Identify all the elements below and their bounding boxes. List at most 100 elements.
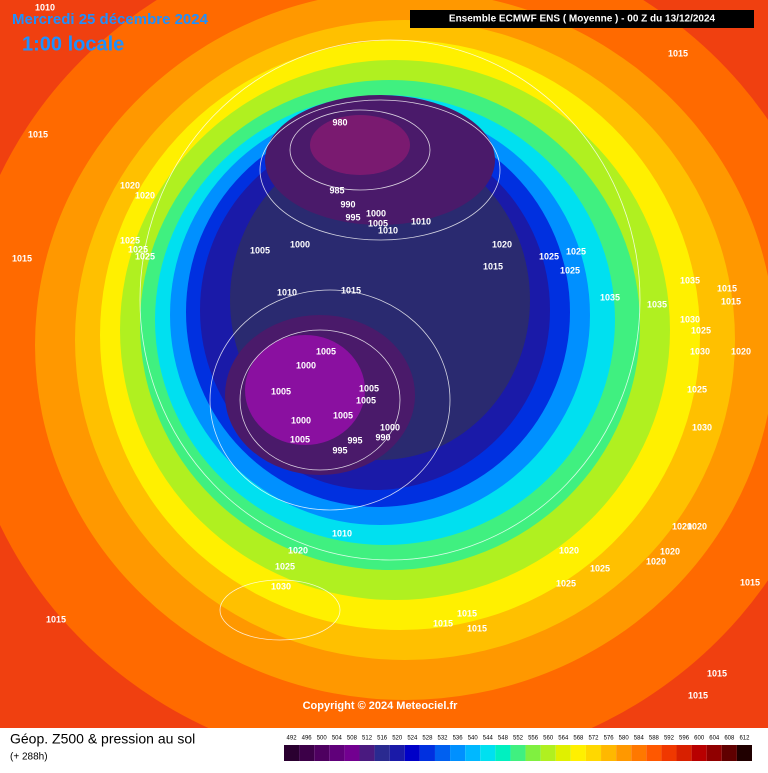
scale-label: 528 [422, 736, 433, 742]
scale-swatch [691, 745, 707, 761]
isobar-label: 995 [347, 435, 362, 445]
isobar-label: 1005 [316, 346, 336, 356]
scale-swatch [404, 745, 420, 761]
scale-swatch [419, 745, 435, 761]
scale-label: 576 [604, 736, 615, 742]
scale-swatch [736, 745, 752, 761]
scale-label: 556 [528, 736, 539, 742]
scale-swatch [631, 745, 647, 761]
scale-swatch [495, 745, 511, 761]
isobar-label: 1005 [271, 386, 291, 396]
scale-swatch [450, 745, 466, 761]
scale-swatch [359, 745, 375, 761]
isobar-label: 1025 [128, 244, 148, 254]
scale-swatch [555, 745, 571, 761]
isobar-label: 1010 [411, 216, 431, 226]
isobar-label: 1030 [690, 346, 710, 356]
scale-swatch [374, 745, 390, 761]
copyright: Copyright © 2024 Meteociel.fr [303, 700, 459, 712]
isobar-label: 1010 [332, 528, 352, 538]
isobar-label: 1015 [668, 48, 688, 58]
isobar-label: 1025 [560, 265, 580, 275]
isobar-label: 1020 [672, 521, 692, 531]
scale-label: 584 [634, 736, 645, 742]
isobar-label: 1000 [290, 239, 310, 249]
isobar-label: 1030 [692, 422, 712, 432]
scale-label: 568 [573, 736, 584, 742]
scale-label: 516 [377, 736, 388, 742]
scale-label: 520 [392, 736, 403, 742]
isobar-label: 995 [332, 445, 347, 455]
isobar-label: 1015 [46, 614, 66, 624]
scale-label: 504 [332, 736, 343, 742]
scale-swatch [314, 745, 330, 761]
isobar-label: 1020 [660, 546, 680, 556]
isobar-label: 990 [375, 432, 390, 442]
isobar-label: 1010 [277, 287, 297, 297]
scale-swatch [299, 745, 315, 761]
scale-label: 596 [679, 736, 690, 742]
scale-label: 536 [453, 736, 464, 742]
isobar-label: 1015 [721, 296, 741, 306]
isobars [139, 39, 641, 641]
isobar-label: 1000 [291, 415, 311, 425]
isobar-label: 1030 [271, 581, 291, 591]
isobar-label: 1025 [539, 251, 559, 261]
scale-label: 512 [362, 736, 373, 742]
isobar-label: 1025 [566, 246, 586, 256]
isobar-label: 1005 [359, 383, 379, 393]
low-pressure [245, 335, 365, 445]
isobar-label: 1025 [590, 563, 610, 573]
isobar-label: 1015 [740, 577, 760, 587]
isobar-label: 985 [329, 185, 344, 195]
isobar-label: 1025 [691, 325, 711, 335]
scale-label: 532 [438, 736, 449, 742]
scale-swatch [344, 745, 360, 761]
isobar-label: 1035 [680, 275, 700, 285]
isobar-label: 1000 [366, 208, 386, 218]
scale-swatch [616, 745, 632, 761]
scale-label: 608 [724, 736, 735, 742]
scale-label: 524 [407, 736, 418, 742]
isobar-label: 1025 [135, 251, 155, 261]
model-box [410, 10, 754, 28]
isobar-label: 1015 [707, 668, 727, 678]
scale-label: 544 [483, 736, 494, 742]
scale-label: 592 [664, 736, 675, 742]
scale-label: 560 [543, 736, 554, 742]
isobar-label: 1010 [378, 225, 398, 235]
isobar-label: 1015 [717, 283, 737, 293]
isobar-label: 1020 [288, 545, 308, 555]
scale-label: 548 [498, 736, 509, 742]
scale-label: 604 [709, 736, 720, 742]
isobar-label: 1005 [290, 434, 310, 444]
scale-label: 508 [347, 736, 358, 742]
scale-swatch [525, 745, 541, 761]
isobar-label: 995 [345, 212, 360, 222]
isobar-label: 1020 [731, 346, 751, 356]
isobar-label: 1015 [483, 261, 503, 271]
scale-label: 500 [317, 736, 328, 742]
isobar-label: 1025 [275, 561, 295, 571]
isobar-label: 1020 [120, 180, 140, 190]
isobar-label: 1025 [120, 235, 140, 245]
isobar-label: 1005 [356, 395, 376, 405]
isobar-label: 1010 [35, 2, 55, 12]
scale-swatch [601, 745, 617, 761]
scale-swatch [676, 745, 692, 761]
low-pressure [310, 115, 410, 175]
scale-label: 588 [649, 736, 660, 742]
date-label: Mercredi 25 décembre 2024 [12, 11, 209, 28]
isobar-label: 1020 [559, 545, 579, 555]
isobar-label: 980 [332, 117, 347, 127]
scale-label: 564 [558, 736, 569, 742]
scale-label: 492 [287, 736, 298, 742]
scale-swatch [721, 745, 737, 761]
scale-label: 552 [513, 736, 524, 742]
isobar-label: 1035 [600, 292, 620, 302]
isobar-label: 1015 [341, 285, 361, 295]
scale-swatch [510, 745, 526, 761]
scale-label: 600 [694, 736, 705, 742]
isobar-label: 1005 [368, 218, 388, 228]
